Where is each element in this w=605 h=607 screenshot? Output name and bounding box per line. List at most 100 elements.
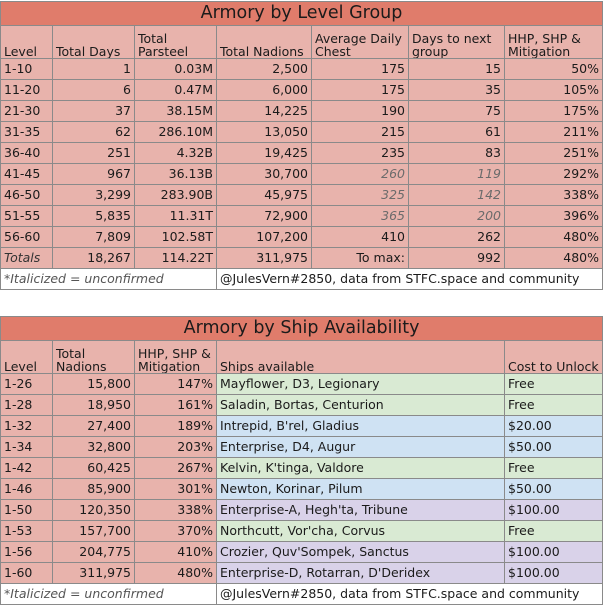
- header-average-daily-chest: Average Daily Chest: [311, 25, 409, 59]
- ship-row: 1-53 157,700 370% Northcutt, Vor'cha, Corvu…: [0, 520, 604, 542]
- mitigation-cell: 203%: [134, 436, 217, 458]
- level-cell: 1-26: [0, 373, 53, 395]
- chest-cell: 365: [311, 205, 409, 227]
- ship-row: 1-26 15,800 147% Mayflower, D3, Legionary Fr…: [0, 373, 604, 395]
- cost-cell: Free: [503, 457, 604, 479]
- nadions-cell: 32,800: [52, 436, 135, 458]
- cost-cell: $50.00: [503, 478, 604, 500]
- level-cell: 1-32: [0, 415, 53, 437]
- header-days-to-next-group: Days to next group: [408, 25, 505, 59]
- level-row: 36-40 251 4.32B 19,425 235 83 251%: [0, 142, 603, 164]
- header-total-nadions: Total Nadions: [216, 25, 312, 59]
- nadions-cell: 311,975: [52, 562, 135, 584]
- days-cell: 3,299: [52, 184, 135, 206]
- nadions-cell: 45,975: [216, 184, 312, 206]
- nadions-cell: 120,350: [52, 499, 135, 521]
- ships-cell: Enterprise, D4, Augur: [216, 436, 505, 458]
- ship-row: 1-28 18,950 161% Saladin, Bortas, Centurion…: [0, 394, 604, 416]
- header-total-nadions: Total Nadions: [52, 340, 135, 374]
- ships-cell: Enterprise-D, Rotarran, D'Deridex: [216, 562, 505, 584]
- totals-row: Totals 18,267 114.22T 311,975 To max: 99…: [0, 247, 603, 269]
- level-cell: 1-28: [0, 394, 53, 416]
- mitigation-cell: 370%: [134, 520, 217, 542]
- ship-row: 1-50 120,350 338% Enterprise-A, Hegh'ta, Tr…: [0, 499, 604, 521]
- days-cell: 37: [52, 100, 135, 122]
- header-mitigation: HHP, SHP & Mitigation: [504, 25, 603, 59]
- mitigation-cell: 50%: [504, 58, 603, 80]
- cost-cell: Free: [503, 373, 604, 395]
- nadions-cell: 30,700: [216, 163, 312, 185]
- mitigation-cell: 480%: [504, 226, 603, 248]
- level-cell: 1-60: [0, 562, 53, 584]
- next-cell: 83: [408, 142, 505, 164]
- level-row: 41-45 967 36.13B 30,700 260 119 292%: [0, 163, 603, 185]
- totals-to-max-label: To max:: [311, 247, 409, 269]
- days-cell: 1: [52, 58, 135, 80]
- level-cell: 1-53: [0, 520, 53, 542]
- level-row: 46-50 3,299 283.90B 45,975 325 142 338%: [0, 184, 603, 206]
- days-cell: 5,835: [52, 205, 135, 227]
- ship-table-footer: *Italicized = unconfirmed @JulesVern#285…: [0, 583, 604, 605]
- level-cell: 1-42: [0, 457, 53, 479]
- mitigation-cell: 292%: [504, 163, 603, 185]
- nadions-cell: 204,775: [52, 541, 135, 563]
- chest-cell: 325: [311, 184, 409, 206]
- ships-cell: Kelvin, K'tinga, Valdore: [216, 457, 505, 479]
- level-cell: 1-56: [0, 541, 53, 563]
- chest-cell: 235: [311, 142, 409, 164]
- header-level: Level: [0, 25, 53, 59]
- cost-cell: $100.00: [503, 541, 604, 563]
- ship-table-title: Armory by Ship Availability: [0, 316, 604, 341]
- level-row: 21-30 37 38.15M 14,225 190 75 175%: [0, 100, 603, 122]
- nadions-cell: 27,400: [52, 415, 135, 437]
- mitigation-cell: 301%: [134, 478, 217, 500]
- level-cell: 41-45: [0, 163, 53, 185]
- ship-row: 1-56 204,775 410% Crozier, Quv'Sompek, Sanc…: [0, 541, 604, 563]
- mitigation-cell: 189%: [134, 415, 217, 437]
- mitigation-cell: 147%: [134, 373, 217, 395]
- mitigation-cell: 410%: [134, 541, 217, 563]
- level-table-header-row: Level Total Days Total Parsteel Total Na…: [0, 25, 603, 59]
- ships-cell: Saladin, Bortas, Centurion: [216, 394, 505, 416]
- parsteel-cell: 102.58T: [134, 226, 217, 248]
- totals-label: Totals: [0, 247, 53, 269]
- unconfirmed-note: *Italicized = unconfirmed: [0, 583, 217, 605]
- credit-text: @JulesVern#2850, data from STFC.space an…: [215, 583, 604, 605]
- nadions-cell: 2,500: [216, 58, 312, 80]
- parsteel-cell: 0.47M: [134, 79, 217, 101]
- days-cell: 251: [52, 142, 135, 164]
- mitigation-cell: 396%: [504, 205, 603, 227]
- level-row: 1-10 1 0.03M 2,500 175 15 50%: [0, 58, 603, 80]
- mitigation-cell: 267%: [134, 457, 217, 479]
- level-table-title: Armory by Level Group: [0, 1, 603, 26]
- nadions-cell: 60,425: [52, 457, 135, 479]
- parsteel-cell: 286.10M: [134, 121, 217, 143]
- totals-nadions: 311,975: [216, 247, 312, 269]
- level-cell: 56-60: [0, 226, 53, 248]
- ships-cell: Newton, Korinar, Pilum: [216, 478, 505, 500]
- nadions-cell: 19,425: [216, 142, 312, 164]
- parsteel-cell: 11.31T: [134, 205, 217, 227]
- chest-cell: 260: [311, 163, 409, 185]
- ships-cell: Enterprise-A, Hegh'ta, Tribune: [216, 499, 505, 521]
- next-cell: 35: [408, 79, 505, 101]
- level-row: 56-60 7,809 102.58T 107,200 410 262 480%: [0, 226, 603, 248]
- level-cell: 46-50: [0, 184, 53, 206]
- ships-cell: Mayflower, D3, Legionary: [216, 373, 505, 395]
- mitigation-cell: 105%: [504, 79, 603, 101]
- cost-cell: Free: [503, 394, 604, 416]
- chest-cell: 175: [311, 79, 409, 101]
- level-cell: 1-50: [0, 499, 53, 521]
- ship-row: 1-60 311,975 480% Enterprise-D, Rotarran, D…: [0, 562, 604, 584]
- header-total-parsteel: Total Parsteel: [134, 25, 217, 59]
- next-cell: 119: [408, 163, 505, 185]
- mitigation-cell: 338%: [504, 184, 603, 206]
- next-cell: 75: [408, 100, 505, 122]
- level-cell: 21-30: [0, 100, 53, 122]
- ship-row: 1-32 27,400 189% Intrepid, B'rel, Gladius $2…: [0, 415, 604, 437]
- level-group-table: Armory by Level Group Level Total Days T…: [0, 1, 603, 290]
- ship-row: 1-34 32,800 203% Enterprise, D4, Augur $50.0…: [0, 436, 604, 458]
- chest-cell: 215: [311, 121, 409, 143]
- nadions-cell: 15,800: [52, 373, 135, 395]
- totals-mitigation: 480%: [504, 247, 603, 269]
